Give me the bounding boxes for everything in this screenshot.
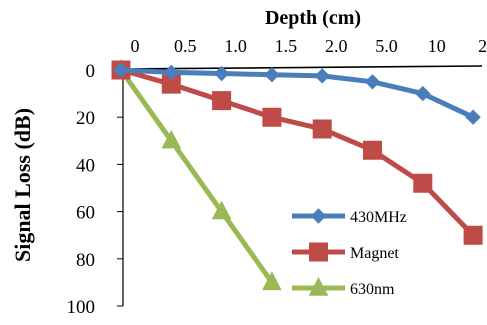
y-tick-label: 20 bbox=[76, 108, 95, 129]
y-tick-label: 0 bbox=[86, 61, 96, 82]
x-tick-label: 0.5 bbox=[174, 36, 197, 56]
series-line-630nm bbox=[121, 70, 272, 282]
x-tick-label: 10 bbox=[428, 36, 446, 56]
y-axis-label: Signal Loss (dB) bbox=[10, 108, 35, 262]
x-tick-label: 0 bbox=[131, 36, 140, 56]
data-point-magnet bbox=[213, 92, 231, 110]
legend-marker-430mhz bbox=[312, 209, 326, 223]
data-point-magnet bbox=[464, 226, 482, 244]
x-axis-line bbox=[123, 66, 482, 69]
x-tick-label: 20 bbox=[478, 36, 487, 56]
y-tick-label: 100 bbox=[67, 297, 96, 318]
x-tick-label: 5.0 bbox=[375, 36, 398, 56]
data-point-430mhz bbox=[315, 69, 329, 83]
legend-label-magnet: Magnet bbox=[350, 245, 399, 262]
legend: 430MHz Magnet 630nm bbox=[292, 209, 407, 298]
data-point-magnet bbox=[364, 141, 382, 159]
legend-label-630nm: 630nm bbox=[350, 281, 395, 298]
legend-marker-magnet bbox=[310, 243, 328, 261]
y-tick-label: 40 bbox=[76, 155, 95, 176]
data-point-430mhz bbox=[265, 68, 279, 82]
x-tick-label: 1.0 bbox=[224, 36, 247, 56]
legend-label-430mhz: 430MHz bbox=[350, 209, 407, 226]
data-point-magnet bbox=[263, 108, 281, 126]
data-point-magnet bbox=[313, 120, 331, 138]
x-tick-label: 1.5 bbox=[275, 36, 298, 56]
y-tick-label: 80 bbox=[76, 250, 95, 271]
plot-area: 0 20 40 60 80 100 0 0.5 1.0 1.5 2.0 5.0 10 20 bbox=[67, 36, 487, 318]
data-point-magnet bbox=[414, 174, 432, 192]
y-tick-label: 60 bbox=[76, 203, 95, 224]
chart-title: Depth (cm) bbox=[265, 7, 361, 29]
x-tick-label: 2.0 bbox=[325, 36, 348, 56]
data-point-430mhz bbox=[366, 75, 380, 89]
